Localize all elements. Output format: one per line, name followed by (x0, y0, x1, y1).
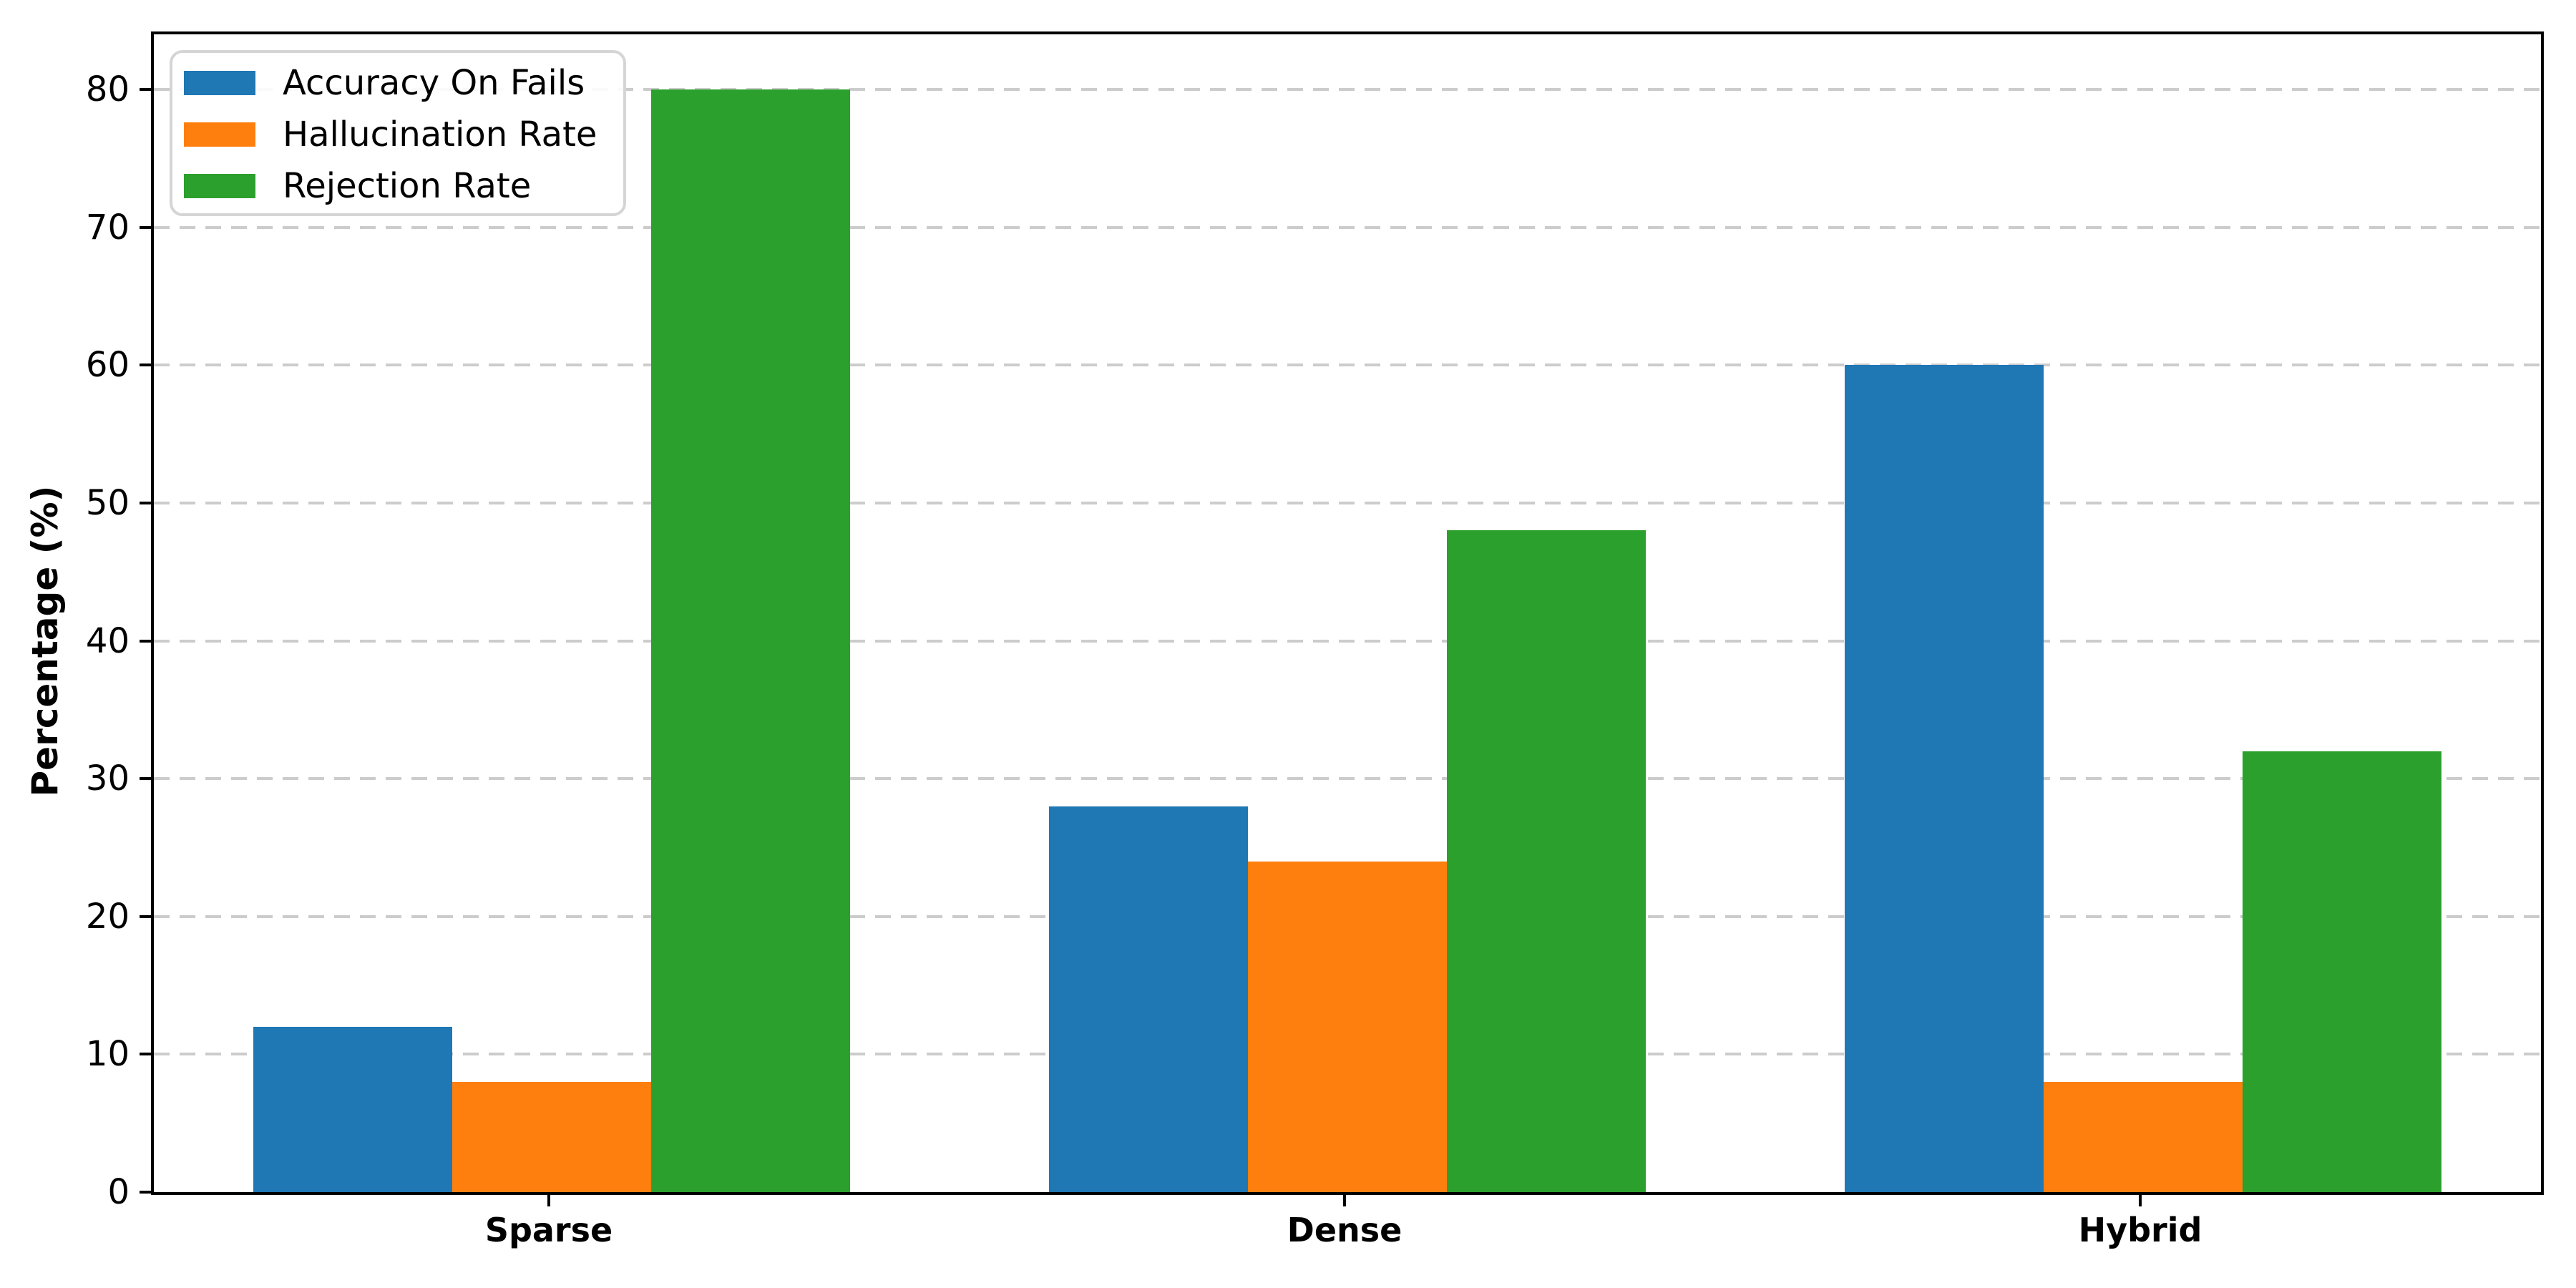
bar-dense-rejection-rate (1447, 530, 1646, 1192)
legend: Accuracy On Fails Hallucination Rate Rejec… (170, 50, 626, 216)
y-tick-mark-60 (140, 364, 151, 367)
y-tick-mark-50 (140, 501, 151, 504)
bar-hybrid-rejection-rate (2243, 751, 2441, 1192)
y-tick-label-60: 60 (85, 345, 130, 386)
y-axis-title: Percentage (%) (24, 485, 66, 797)
legend-label: Rejection Rate (283, 166, 532, 206)
gridline-y-50 (154, 501, 2541, 504)
plot-area (151, 31, 2544, 1195)
y-tick-mark-10 (140, 1053, 151, 1056)
legend-item-accuracy-on-fails: Accuracy On Fails (172, 57, 623, 109)
y-tick-label-50: 50 (85, 482, 130, 523)
x-tick-label-dense: Dense (1287, 1211, 1402, 1249)
y-tick-mark-70 (140, 225, 151, 229)
bar-hybrid-hallucination-rate (2044, 1081, 2243, 1192)
bar-hybrid-accuracy-on-fails (1845, 365, 2044, 1192)
y-tick-label-10: 10 (85, 1034, 130, 1075)
x-tick-mark-dense (1343, 1195, 1346, 1206)
gridline-y-70 (154, 225, 2541, 229)
x-tick-label-hybrid: Hybrid (2078, 1211, 2202, 1249)
x-tick-label-sparse: Sparse (484, 1211, 613, 1249)
bar-sparse-rejection-rate (651, 89, 850, 1192)
y-tick-mark-20 (140, 914, 151, 918)
y-tick-label-80: 80 (85, 69, 130, 110)
gridline-y-40 (154, 639, 2541, 643)
bar-dense-hallucination-rate (1248, 861, 1447, 1192)
legend-swatch (184, 122, 255, 147)
y-tick-mark-30 (140, 777, 151, 781)
y-tick-label-40: 40 (85, 620, 130, 661)
legend-item-rejection-rate: Rejection Rate (172, 160, 623, 212)
gridline-y-60 (154, 364, 2541, 367)
y-tick-mark-80 (140, 88, 151, 92)
y-tick-label-20: 20 (85, 896, 130, 937)
legend-swatch (184, 71, 255, 95)
legend-label: Accuracy On Fails (283, 63, 585, 103)
legend-item-hallucination-rate: Hallucination Rate (172, 109, 623, 160)
y-tick-label-0: 0 (107, 1172, 130, 1212)
legend-swatch (184, 174, 255, 198)
bar-sparse-hallucination-rate (452, 1081, 651, 1192)
gridline-y-30 (154, 777, 2541, 781)
bar-dense-accuracy-on-fails (1049, 806, 1248, 1192)
bar-sparse-accuracy-on-fails (253, 1026, 452, 1192)
y-tick-mark-0 (140, 1191, 151, 1194)
legend-label: Hallucination Rate (283, 114, 597, 155)
x-tick-mark-hybrid (2139, 1195, 2142, 1206)
x-tick-mark-sparse (547, 1195, 550, 1206)
y-tick-label-70: 70 (85, 207, 130, 248)
y-tick-mark-40 (140, 639, 151, 643)
y-tick-label-30: 30 (85, 758, 130, 799)
gridline-y-80 (154, 88, 2541, 92)
